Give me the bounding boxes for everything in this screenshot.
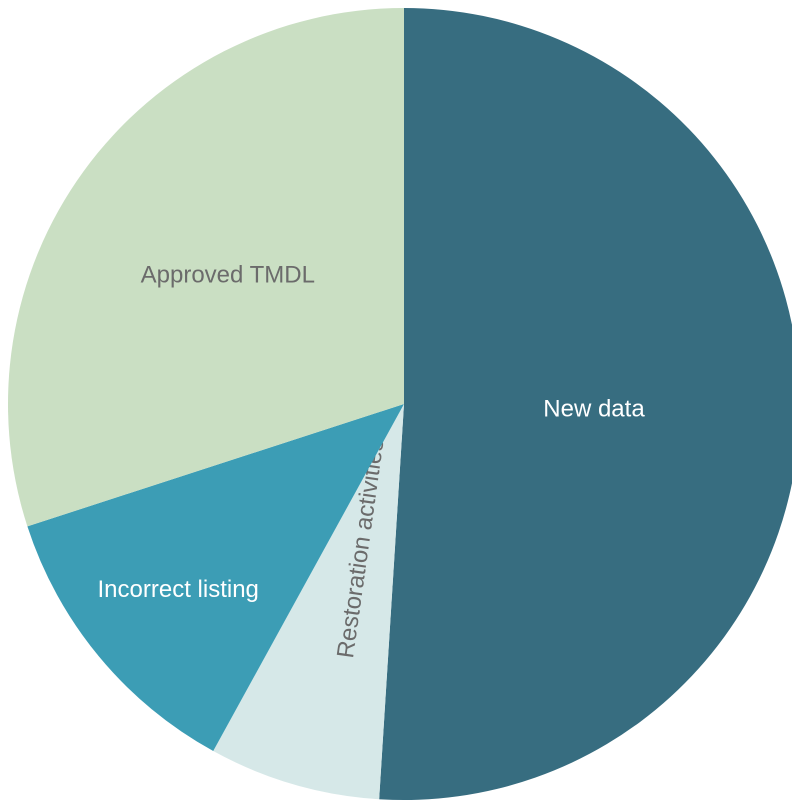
pie-slice: [7, 8, 405, 527]
slice-label: Approved TMDL: [141, 261, 315, 288]
slice-label: New data: [543, 395, 645, 422]
pie-slice: [379, 8, 792, 800]
slice-label: Incorrect listing: [98, 576, 259, 603]
pie-slice: [213, 404, 404, 800]
pie-slice: [27, 404, 404, 752]
